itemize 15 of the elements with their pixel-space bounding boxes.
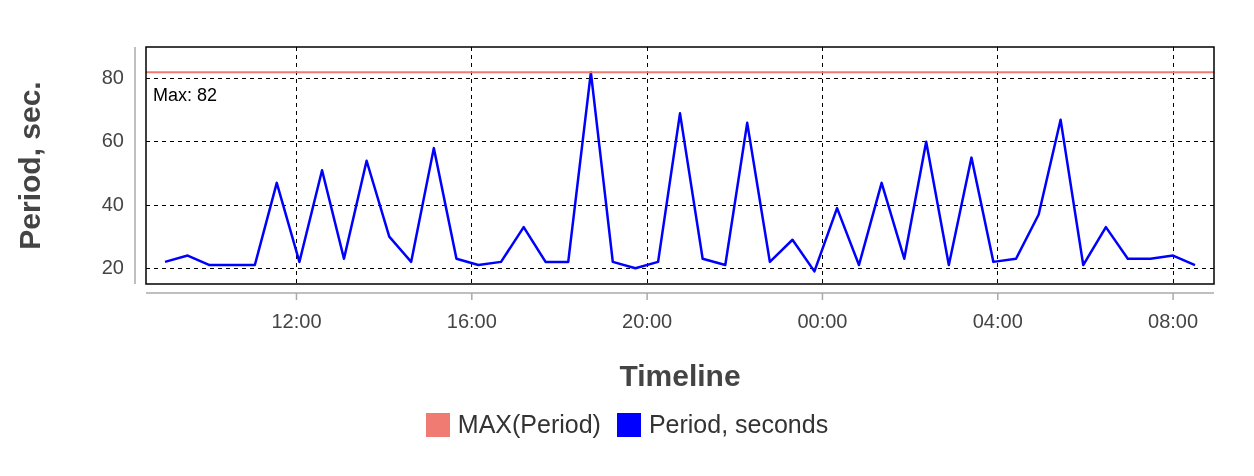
y-tick-label: 40	[101, 192, 124, 215]
y-tick-label: 80	[101, 66, 124, 89]
x-tick-label: 16:00	[446, 309, 497, 332]
x-tick-label: 00:00	[797, 309, 848, 332]
x-tick-label: 08:00	[1148, 309, 1199, 332]
legend-label: Period, seconds	[648, 410, 829, 439]
y-axis-title: Period, sec.	[13, 81, 47, 250]
legend-label: MAX(Period)	[457, 410, 601, 439]
x-tick-label: 04:00	[972, 309, 1023, 332]
x-tick-label: 20:00	[622, 309, 673, 332]
x-tick-label: 12:00	[271, 309, 322, 332]
y-tick-label: 60	[101, 129, 124, 152]
y-tick-label: 20	[101, 255, 124, 278]
annotation: Max: 82	[153, 84, 218, 105]
x-axis-title: Timeline	[619, 359, 741, 393]
